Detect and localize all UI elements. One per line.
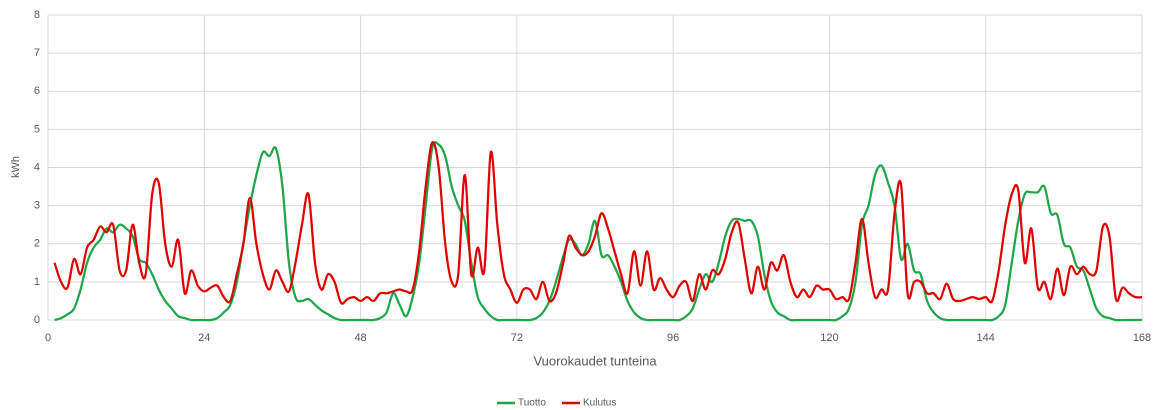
x-tick-label: 168 — [1133, 332, 1151, 344]
legend-label: Kulutus — [583, 398, 616, 409]
y-tick-label: 4 — [34, 161, 40, 173]
y-axis-label: kWh — [10, 156, 22, 178]
y-tick-label: 5 — [34, 123, 40, 135]
y-tick-label: 7 — [34, 47, 40, 59]
legend-label: Tuotto — [518, 398, 546, 409]
y-tick-label: 2 — [34, 238, 40, 250]
y-tick-label: 1 — [34, 276, 40, 288]
y-tick-label: 0 — [34, 314, 40, 326]
x-tick-label: 72 — [511, 332, 523, 344]
x-axis-label: Vuorokaudet tunteina — [533, 353, 657, 368]
line-series — [53, 141, 1143, 305]
y-tick-label: 6 — [34, 85, 40, 97]
y-tick-label: 8 — [34, 9, 40, 21]
y-tick-label: 3 — [34, 200, 40, 212]
x-tick-label: 120 — [820, 332, 838, 344]
x-tick-label: 96 — [667, 332, 679, 344]
line-series — [54, 141, 1142, 322]
x-tick-label: 0 — [45, 332, 51, 344]
x-tick-label: 24 — [198, 332, 210, 344]
x-tick-label: 144 — [977, 332, 995, 344]
x-tick-label: 48 — [354, 332, 366, 344]
